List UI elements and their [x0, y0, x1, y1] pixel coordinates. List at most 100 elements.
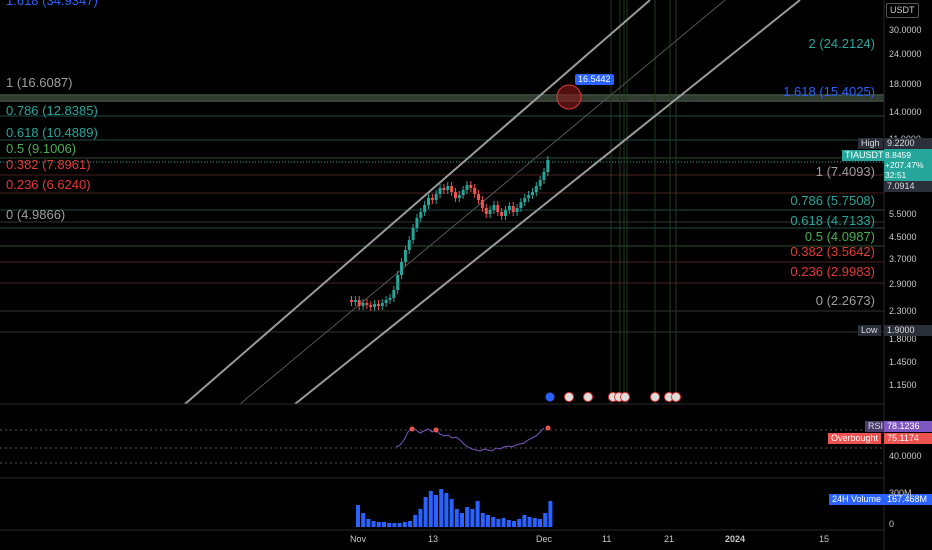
volume-bar — [397, 523, 402, 527]
candle-body — [504, 210, 507, 216]
candle-body — [380, 303, 384, 306]
candle-body — [488, 210, 492, 214]
candle-body — [496, 205, 500, 212]
time-axis-label: 2024 — [725, 534, 746, 544]
volume-bar — [449, 499, 454, 527]
candle-body — [538, 180, 542, 186]
candle-body — [384, 300, 388, 303]
volume-bar — [356, 505, 360, 527]
target-circle — [556, 84, 582, 110]
fib-right-label: 0.5 (4.0987) — [804, 229, 875, 244]
volume-bar — [506, 520, 511, 527]
volume-bar — [434, 495, 438, 527]
candle-body — [453, 192, 457, 198]
candle-body — [388, 298, 392, 300]
volume-bar — [428, 491, 433, 527]
volume-bar — [460, 513, 464, 527]
overbought-label: Overbought — [828, 433, 882, 444]
volume-bar — [491, 517, 496, 527]
time-axis-label: 21 — [664, 534, 675, 544]
candle-body — [461, 190, 465, 195]
candle-body — [546, 160, 550, 172]
volume-bar — [361, 513, 366, 527]
fib-right-label: 0.382 (3.5642) — [790, 244, 875, 259]
candle-body — [396, 275, 400, 290]
volume-bar — [517, 519, 522, 527]
symbol-tag: TIAUSDT — [842, 150, 887, 161]
rsi-line — [395, 427, 545, 452]
fib-left-label: 0.382 (7.8961) — [6, 157, 91, 172]
rsi-axis-label: 40.0000 — [889, 451, 922, 461]
volume-bar — [496, 519, 501, 527]
candle-body — [430, 198, 434, 200]
volume-bar — [387, 523, 392, 527]
volume-bar — [501, 518, 506, 527]
volume-value: 167.468M — [884, 494, 932, 505]
candle-body — [527, 195, 531, 198]
candle-body — [369, 305, 373, 307]
volume-bar — [527, 517, 532, 527]
fib-right-label: 0 (2.2673) — [815, 293, 875, 308]
volume-bars — [356, 489, 553, 527]
price-axis-label: 24.0000 — [889, 49, 922, 59]
price-axis-label: 4.5000 — [889, 232, 917, 242]
price-change: +207.47% — [885, 160, 924, 170]
candle-body — [507, 206, 511, 210]
candle-body — [450, 186, 454, 192]
candle-body — [419, 212, 423, 218]
fib-left-label: 0.618 (10.4889) — [6, 125, 98, 140]
candle-body — [373, 304, 377, 307]
candle-body — [407, 240, 411, 250]
price-axis-label: 1.1500 — [889, 380, 917, 390]
time-axis-label: 13 — [428, 534, 439, 544]
fib-left-label: 0.236 (6.6240) — [6, 177, 91, 192]
rsi-value: 78.1236 — [884, 421, 932, 432]
volume-bar — [423, 497, 428, 527]
candle-body — [477, 194, 481, 200]
rsi-overbought-dot — [545, 425, 551, 431]
candle-body — [442, 188, 446, 190]
volume-bar — [444, 493, 449, 527]
candle-body — [427, 198, 430, 205]
fib-left-label: 1.618 (34.9347) — [6, 0, 98, 8]
volume-bar — [413, 515, 418, 527]
bar-countdown: 32:51 — [885, 170, 907, 180]
candle-body — [523, 198, 527, 202]
candle-body — [376, 304, 380, 306]
candle-body — [500, 212, 504, 216]
volume-bar — [538, 519, 542, 527]
candle-body — [350, 300, 353, 302]
volume-label: 24H Volume — [829, 494, 885, 505]
candle-body — [515, 208, 519, 212]
rsi-bands — [0, 429, 884, 464]
volume-bar — [392, 523, 397, 527]
currency-selector[interactable]: USDT — [886, 3, 919, 18]
fib-level-lines — [0, 94, 884, 333]
candle-body — [353, 300, 357, 302]
volume-bar — [402, 522, 407, 527]
fib-right-label: 1.618 (15.4025) — [783, 84, 875, 99]
price-axis-label: 3.7000 — [889, 254, 917, 264]
current-price-tag: 8.8459 +207.47% 32:51 — [884, 149, 932, 181]
time-axis-label: 11 — [602, 534, 612, 544]
volume-bar — [465, 507, 470, 527]
fib-right-label: 1 (7.4093) — [815, 164, 875, 179]
low-label: Low — [858, 325, 881, 336]
high-value: 9.2200 — [884, 138, 932, 149]
high-label: High — [858, 138, 883, 149]
price-axis-label: 18.0000 — [889, 79, 922, 89]
candle-body — [492, 205, 496, 210]
candle-body — [542, 172, 546, 180]
target-price-tag[interactable]: 16.5442 — [575, 74, 614, 85]
rsi-overbought-dot — [409, 426, 415, 432]
price-axis-label: 30.0000 — [889, 25, 922, 35]
candle-body — [519, 202, 523, 208]
volume-bar — [454, 509, 459, 527]
candle-body — [534, 186, 538, 192]
volume-bar — [439, 489, 444, 527]
current-price: 8.8459 — [885, 150, 911, 160]
volume-bar — [371, 521, 376, 527]
price-axis-label: 14.0000 — [889, 107, 922, 117]
fib-right-label: 2 (24.2124) — [808, 36, 876, 51]
